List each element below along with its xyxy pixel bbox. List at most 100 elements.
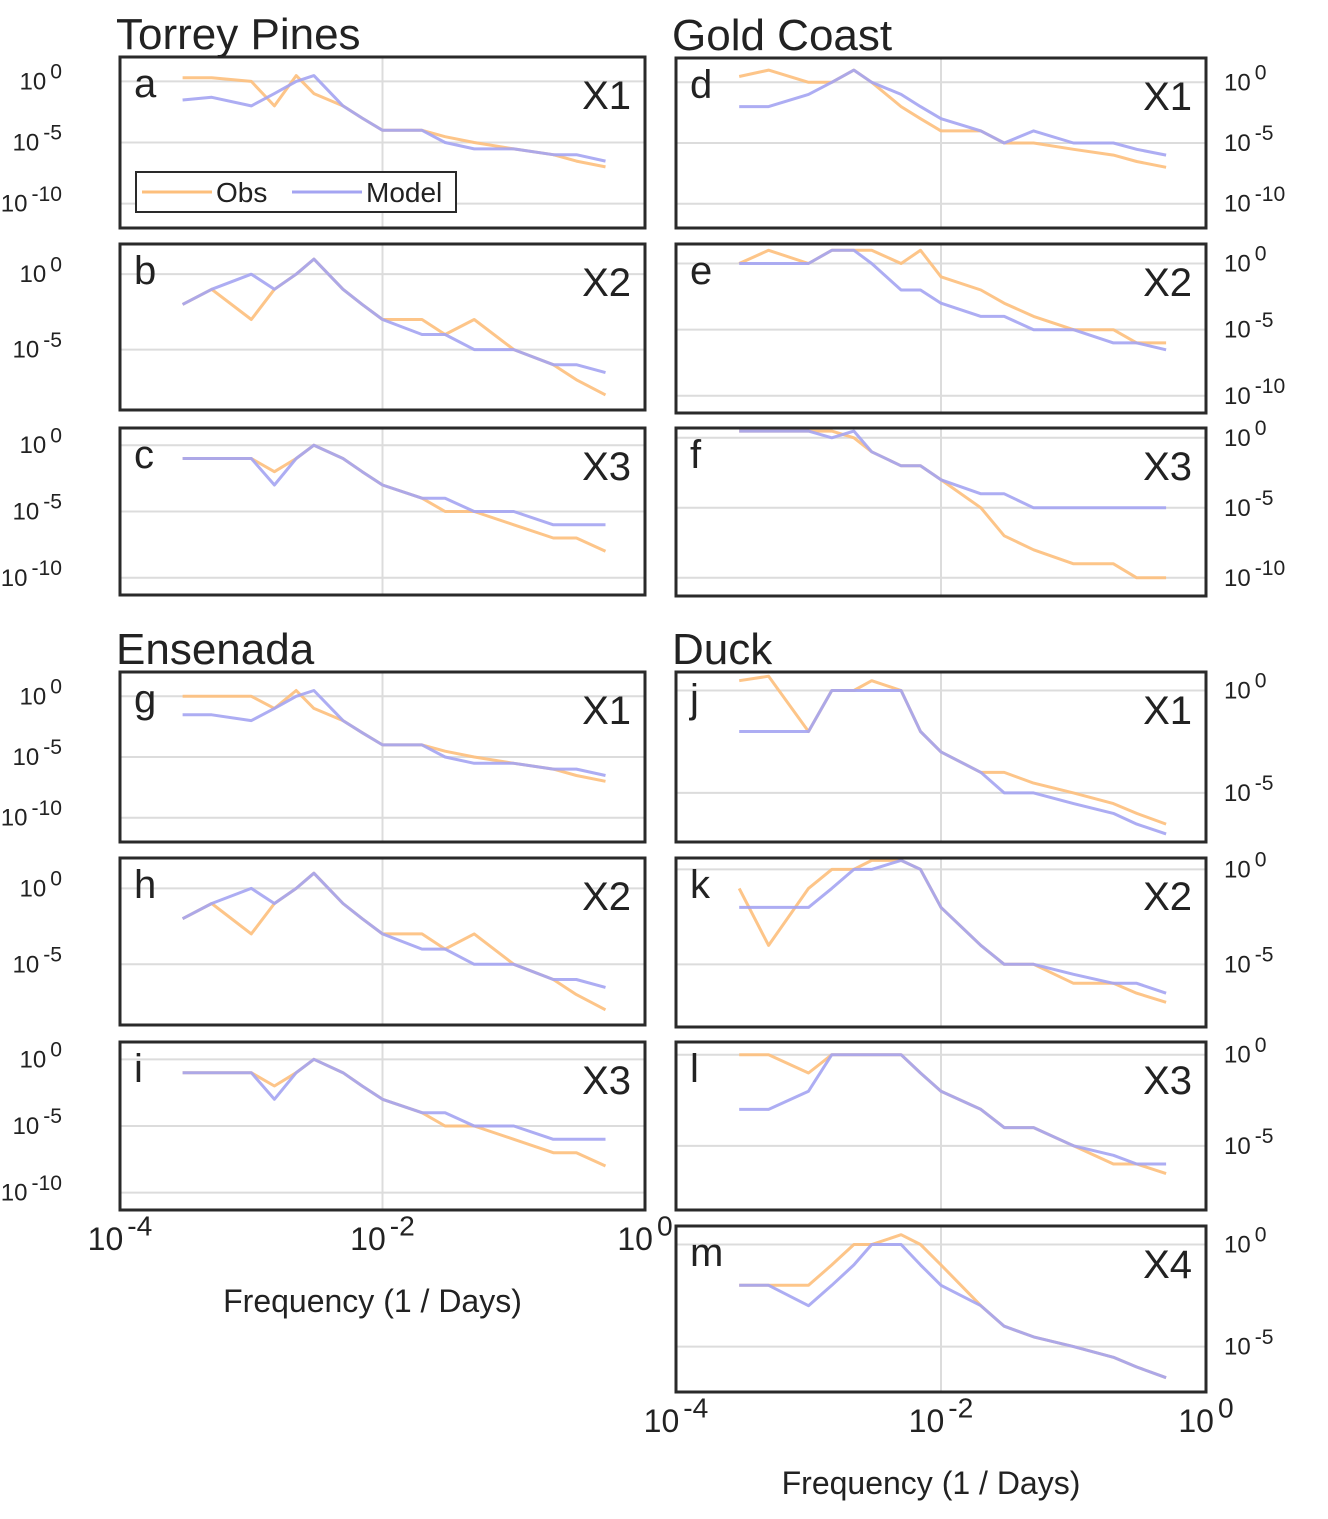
- tick-label: 10 -5: [1224, 122, 1273, 157]
- tick-label-base: 10: [20, 68, 47, 95]
- tick-label: 10 0: [20, 1039, 62, 1074]
- tick-label-exponent: -5: [1255, 1125, 1274, 1148]
- series-line: [739, 1243, 1167, 1380]
- tick-label-exponent: -2: [948, 1393, 973, 1424]
- series-group: [739, 1053, 1167, 1176]
- plot-frame: [674, 426, 1208, 598]
- series-line: [182, 443, 606, 527]
- tick-label-base: 10: [1224, 565, 1251, 592]
- tick-label-exponent: 0: [1255, 243, 1267, 266]
- series-line: [182, 74, 606, 163]
- tick-label: 10 -5: [1224, 772, 1273, 807]
- series-group: [738, 674, 1167, 836]
- series-group: [182, 74, 606, 169]
- tick-label-base: 10: [1224, 251, 1251, 278]
- panel-annotation: X1: [582, 689, 631, 733]
- panel-annotation: X4: [1143, 1243, 1192, 1287]
- tick-label-base: 10: [13, 337, 40, 364]
- tick-label-base: 10: [1, 1180, 28, 1207]
- tick-label-base: 10: [617, 1221, 653, 1257]
- tick-label-base: 10: [20, 432, 47, 459]
- site-title: Gold Coast: [672, 11, 892, 60]
- tick-label-base: 10: [13, 1113, 40, 1140]
- tick-label: 10 0: [617, 1211, 672, 1257]
- tick-label-base: 10: [909, 1403, 945, 1439]
- tick-label-exponent: 0: [1255, 670, 1267, 693]
- tick-label: 10 -2: [909, 1393, 974, 1439]
- tick-label: 10 -10: [1, 557, 62, 592]
- tick-label: 10 -5: [13, 736, 62, 771]
- tick-label-exponent: 0: [50, 675, 62, 698]
- panel-annotation: X2: [1143, 261, 1192, 305]
- tick-label: 10 0: [1224, 1034, 1266, 1069]
- panel-annotation: X3: [1143, 1059, 1192, 1103]
- panel-letter: e: [690, 249, 712, 293]
- tick-label-exponent: -10: [1255, 375, 1286, 398]
- panel-annotation: X2: [582, 875, 631, 919]
- tick-label: 10 -5: [1224, 1326, 1273, 1361]
- tick-label-base: 10: [1224, 780, 1251, 807]
- tick-label: 10 -10: [1224, 375, 1285, 410]
- tick-label: 10 0: [20, 253, 62, 288]
- panel-annotation: X3: [582, 1059, 631, 1103]
- series-line: [181, 257, 606, 375]
- panel-letter: m: [690, 1231, 723, 1275]
- x-axis-label: Frequency (1 / Days): [782, 1465, 1081, 1501]
- plot-frame: [674, 242, 1208, 415]
- tick-label-base: 10: [13, 951, 40, 978]
- tick-label-exponent: -5: [1255, 487, 1274, 510]
- tick-label-exponent: -10: [31, 557, 62, 580]
- tick-label: 10 -4: [644, 1393, 709, 1439]
- tick-label-exponent: -5: [43, 122, 62, 145]
- plot-frame: [674, 1040, 1208, 1212]
- series-group: [739, 1233, 1167, 1380]
- site-title: Torrey Pines: [116, 10, 361, 59]
- plot-frame: [674, 1224, 1208, 1394]
- series-line: [739, 248, 1167, 352]
- panel-letter: f: [690, 433, 702, 477]
- tick-label-exponent: -4: [127, 1211, 152, 1242]
- tick-label: 10 -10: [1224, 183, 1285, 218]
- tick-label: 10 -5: [13, 491, 62, 526]
- panel-letter: c: [134, 433, 154, 477]
- tick-label-exponent: -2: [390, 1211, 415, 1242]
- tick-label-exponent: 0: [1255, 417, 1267, 440]
- tick-label-exponent: -5: [1255, 944, 1274, 967]
- tick-label: 10 0: [20, 675, 62, 710]
- plot-frame: [118, 426, 647, 597]
- tick-label-base: 10: [1224, 69, 1251, 96]
- tick-label-exponent: -10: [31, 183, 62, 206]
- tick-label-base: 10: [1, 565, 28, 592]
- tick-label: 10 0: [20, 424, 62, 459]
- tick-label: 10 -4: [88, 1211, 153, 1257]
- panel-annotation: X1: [582, 74, 631, 118]
- tick-label-base: 10: [1224, 856, 1251, 883]
- tick-label-base: 10: [88, 1221, 124, 1257]
- tick-label-exponent: 0: [50, 424, 62, 447]
- tick-label-exponent: -5: [1255, 122, 1274, 145]
- tick-label-base: 10: [1, 805, 28, 832]
- panel-letter: h: [134, 863, 156, 907]
- tick-label: 10 0: [1178, 1393, 1233, 1439]
- tick-label-exponent: 0: [1255, 1224, 1267, 1247]
- panel-annotation: X3: [1143, 445, 1192, 489]
- tick-label-exponent: -4: [683, 1393, 708, 1424]
- panel-annotation: X2: [1143, 875, 1192, 919]
- tick-label: 10 0: [1224, 61, 1266, 96]
- tick-label-base: 10: [20, 1046, 47, 1073]
- tick-label-exponent: 0: [1218, 1393, 1234, 1424]
- tick-label-base: 10: [1224, 317, 1251, 344]
- tick-label-exponent: 0: [1255, 849, 1267, 872]
- panel-letter: k: [690, 863, 711, 907]
- tick-label-exponent: 0: [50, 868, 62, 891]
- tick-label: 10 0: [1224, 670, 1266, 705]
- plot-frame: [674, 56, 1208, 230]
- plot-frame: [118, 1040, 647, 1212]
- tick-label-base: 10: [13, 130, 40, 157]
- panel-annotation: X1: [1143, 75, 1192, 119]
- tick-label-base: 10: [1224, 677, 1251, 704]
- x-axis-label: Frequency (1 / Days): [223, 1283, 522, 1319]
- panel-letter: l: [690, 1047, 699, 1091]
- tick-label-exponent: 0: [1255, 61, 1267, 84]
